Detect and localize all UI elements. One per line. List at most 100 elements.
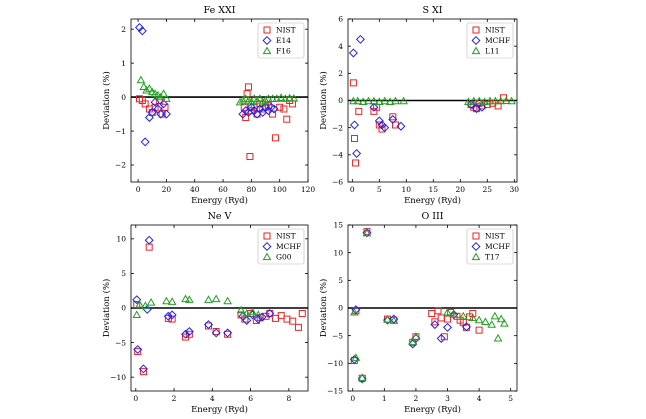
data-point bbox=[243, 90, 251, 98]
data-point bbox=[480, 97, 489, 105]
data-point bbox=[411, 332, 421, 340]
x-tick-label: 20 bbox=[162, 185, 172, 194]
y-axis-label: Deviation (%) bbox=[101, 71, 112, 130]
x-tick-label: 3 bbox=[445, 394, 450, 403]
data-point bbox=[357, 373, 367, 381]
legend-marker bbox=[471, 241, 481, 252]
x-tick-label: 25 bbox=[483, 185, 493, 194]
x-tick-label: 5 bbox=[508, 394, 513, 403]
legend-label: NIST bbox=[276, 232, 296, 241]
data-point bbox=[349, 120, 359, 130]
series-f16 bbox=[136, 75, 299, 106]
x-tick-label: 5 bbox=[377, 185, 382, 194]
data-point bbox=[238, 95, 248, 104]
data-point bbox=[255, 94, 265, 102]
data-point bbox=[285, 93, 294, 102]
data-point bbox=[490, 311, 500, 320]
data-point bbox=[389, 316, 399, 324]
data-point bbox=[211, 294, 221, 303]
data-point bbox=[252, 95, 262, 104]
x-tick-label: 0 bbox=[350, 394, 355, 403]
data-point bbox=[399, 96, 408, 105]
x-axis-label: Energy (Ryd) bbox=[404, 404, 461, 415]
x-tick-label: 20 bbox=[456, 185, 466, 194]
data-point bbox=[268, 94, 277, 102]
data-point bbox=[443, 307, 452, 316]
chart-ne-v: Ne V 0 2 4 6 8 −10 −5 0 5 10 Energy (Ryd) Deviation … bbox=[101, 211, 309, 415]
data-point bbox=[246, 153, 254, 161]
data-point bbox=[436, 333, 446, 343]
legend-label: F16 bbox=[276, 47, 291, 56]
series-mchf bbox=[349, 228, 471, 384]
x-tick-label: 0 bbox=[136, 185, 141, 194]
data-point bbox=[430, 320, 440, 330]
data-point bbox=[437, 314, 445, 322]
data-point bbox=[349, 307, 359, 316]
data-point bbox=[181, 329, 191, 339]
series-nist bbox=[349, 79, 508, 167]
data-point bbox=[348, 48, 358, 58]
data-point bbox=[349, 354, 359, 364]
data-point bbox=[352, 148, 362, 158]
data-point bbox=[496, 314, 506, 323]
data-point bbox=[389, 113, 397, 121]
data-point bbox=[133, 344, 143, 355]
x-tick-label: 30 bbox=[510, 185, 520, 194]
data-point bbox=[257, 312, 267, 322]
data-point bbox=[144, 235, 154, 245]
data-point bbox=[266, 310, 274, 318]
x-tick-label: 100 bbox=[273, 185, 288, 194]
legend-marker bbox=[471, 46, 481, 55]
y-tick-label: 5 bbox=[338, 276, 343, 285]
data-point bbox=[155, 97, 163, 104]
data-point bbox=[134, 348, 142, 356]
legend-label: T17 bbox=[485, 253, 500, 262]
x-tick-label: 60 bbox=[218, 185, 228, 194]
data-point bbox=[469, 96, 479, 105]
data-point bbox=[349, 79, 357, 87]
legend-marker bbox=[262, 35, 272, 46]
data-point bbox=[181, 294, 190, 303]
data-point bbox=[248, 307, 257, 316]
data-point bbox=[388, 115, 398, 125]
data-point bbox=[485, 96, 495, 105]
data-point bbox=[369, 102, 379, 112]
plot-frame bbox=[347, 224, 518, 392]
legend-marker bbox=[471, 35, 481, 46]
data-point bbox=[269, 104, 279, 114]
data-point bbox=[500, 318, 509, 327]
y-tick-label: −15 bbox=[327, 387, 343, 396]
data-point bbox=[145, 84, 154, 92]
x-tick-label: 40 bbox=[190, 185, 200, 194]
x-tick-label: 0 bbox=[350, 185, 355, 194]
legend-marker bbox=[262, 46, 272, 55]
data-point bbox=[147, 107, 157, 117]
data-point bbox=[265, 309, 275, 319]
data-point bbox=[358, 97, 368, 105]
y-tick-label: 6 bbox=[338, 15, 343, 24]
data-point bbox=[391, 96, 400, 105]
data-point bbox=[162, 94, 171, 102]
data-point bbox=[444, 315, 452, 323]
plot-frame bbox=[347, 18, 518, 183]
y-tick-label: 2 bbox=[338, 69, 343, 78]
data-point bbox=[493, 333, 503, 342]
data-point bbox=[162, 296, 171, 305]
data-point bbox=[277, 312, 285, 320]
y-tick-label: 0 bbox=[121, 304, 126, 313]
data-point bbox=[204, 295, 213, 303]
data-point bbox=[161, 103, 169, 111]
y-tick-label: 2 bbox=[121, 25, 126, 34]
y-axis-label: Deviation (%) bbox=[318, 71, 329, 130]
series-l11 bbox=[349, 96, 516, 105]
y-axis-label: Deviation (%) bbox=[318, 279, 329, 338]
x-tick-label: 15 bbox=[429, 185, 439, 194]
legend-marker bbox=[472, 26, 480, 34]
data-point bbox=[142, 85, 151, 94]
data-point bbox=[501, 96, 511, 105]
x-axis-label: Energy (Ryd) bbox=[191, 404, 248, 415]
legend-marker bbox=[263, 26, 271, 34]
chart-o-iii: O III 0 1 2 3 4 5 −15 −10 −5 0 5 10 15 Energy (Ryd) Dev… bbox=[318, 211, 518, 415]
